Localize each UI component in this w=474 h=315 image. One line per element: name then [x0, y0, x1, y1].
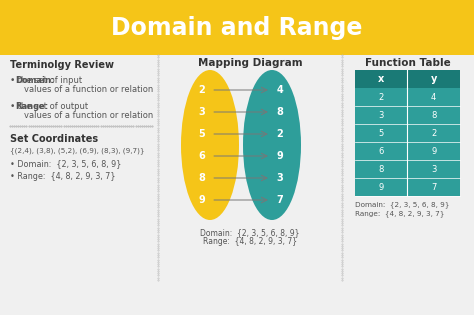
Text: Domain:: Domain: [15, 76, 55, 85]
Ellipse shape [243, 70, 301, 220]
Text: 8: 8 [379, 164, 384, 174]
Text: Domain:  {2, 3, 5, 6, 8, 9}: Domain: {2, 3, 5, 6, 8, 9} [355, 201, 449, 208]
Text: 3: 3 [379, 111, 384, 119]
Text: Range:: Range: [15, 102, 48, 111]
Text: •: • [10, 102, 18, 111]
Text: 7: 7 [277, 195, 283, 205]
Text: 2: 2 [379, 93, 384, 101]
Text: • Domain:  {2, 3, 5, 6, 8, 9}: • Domain: {2, 3, 5, 6, 8, 9} [10, 159, 121, 168]
Text: Domain:  {2, 3, 5, 6, 8, 9}: Domain: {2, 3, 5, 6, 8, 9} [200, 228, 300, 237]
Text: Domain and Range: Domain and Range [111, 15, 363, 39]
Bar [355, 106, 460, 124]
Bar [0, 0, 474, 55]
Text: x: x [378, 74, 384, 84]
Text: Mapping Diagram: Mapping Diagram [198, 58, 302, 68]
Ellipse shape [181, 70, 239, 220]
Bar [355, 178, 460, 196]
Text: values of a function or relation: values of a function or relation [24, 111, 153, 120]
Text: 3: 3 [431, 164, 437, 174]
Text: 9: 9 [431, 146, 437, 156]
Text: Function Table: Function Table [365, 58, 451, 68]
Bar [355, 70, 460, 88]
Text: 4: 4 [277, 85, 283, 95]
Text: 5: 5 [379, 129, 384, 138]
Text: the set of output: the set of output [15, 102, 88, 111]
Text: {(2,4), (3,8), (5,2), (6,9), (8,3), (9,7)}: {(2,4), (3,8), (5,2), (6,9), (8,3), (9,7… [10, 147, 145, 154]
Text: y: y [430, 74, 437, 84]
Text: 8: 8 [199, 173, 205, 183]
Text: 7: 7 [431, 182, 437, 192]
Text: values of a function or relation: values of a function or relation [24, 85, 153, 94]
Text: 2: 2 [277, 129, 283, 139]
Text: 6: 6 [199, 151, 205, 161]
Text: 9: 9 [379, 182, 384, 192]
Text: 2: 2 [199, 85, 205, 95]
Text: 9: 9 [277, 151, 283, 161]
Bar [355, 160, 460, 178]
Text: Terminolgy Review: Terminolgy Review [10, 60, 114, 70]
Text: Set Coordinates: Set Coordinates [10, 134, 98, 144]
Text: 4: 4 [431, 93, 437, 101]
Text: Range:  {4, 8, 2, 9, 3, 7}: Range: {4, 8, 2, 9, 3, 7} [203, 237, 297, 246]
Bar [355, 88, 460, 106]
Text: 3: 3 [199, 107, 205, 117]
Text: the set of input: the set of input [15, 76, 82, 85]
Text: •: • [10, 76, 18, 85]
Text: Range:  {4, 8, 2, 9, 3, 7}: Range: {4, 8, 2, 9, 3, 7} [355, 210, 445, 217]
Bar [355, 142, 460, 160]
Text: 5: 5 [199, 129, 205, 139]
Text: 6: 6 [379, 146, 384, 156]
Text: • Range:  {4, 8, 2, 9, 3, 7}: • Range: {4, 8, 2, 9, 3, 7} [10, 172, 116, 181]
Text: 9: 9 [199, 195, 205, 205]
Text: 8: 8 [431, 111, 437, 119]
Text: 2: 2 [431, 129, 437, 138]
Bar [355, 124, 460, 142]
Text: 8: 8 [276, 107, 283, 117]
Text: 3: 3 [277, 173, 283, 183]
